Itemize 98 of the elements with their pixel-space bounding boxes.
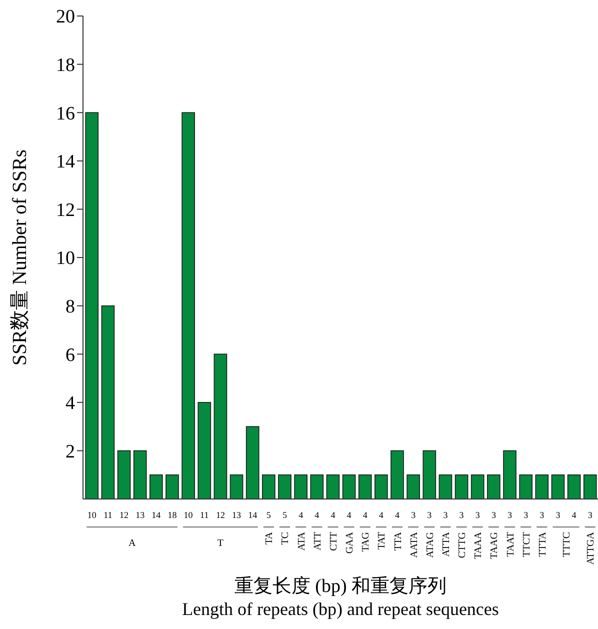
- bar: [422, 450, 436, 500]
- bar: [519, 474, 533, 500]
- text: T: [217, 538, 224, 549]
- bar: [310, 474, 324, 500]
- bar: [358, 474, 372, 500]
- bar: [438, 474, 452, 500]
- y-tick-label: 10: [56, 248, 75, 270]
- x-tick-label: 14: [248, 510, 258, 520]
- x-tick-label: 3: [443, 510, 448, 520]
- text: ATA: [296, 531, 308, 551]
- text: TTCT: [521, 532, 532, 557]
- x-tick-label: 4: [362, 510, 368, 520]
- text: ATTA: [440, 531, 452, 557]
- text: AATA: [408, 531, 420, 558]
- x-tick-label: 3: [411, 510, 416, 520]
- x-tick-label: 10: [184, 510, 194, 520]
- text: CTTG: [457, 532, 468, 558]
- text: TAG: [360, 532, 372, 552]
- bar: [262, 474, 276, 500]
- x-tick-label: 5: [266, 510, 272, 520]
- y-tick-label: 14: [56, 152, 76, 173]
- x-tick-label: 11: [104, 510, 112, 520]
- x-tick-label: 11: [200, 510, 209, 520]
- y-axis-title: SSR数量 Number of SSRs: [9, 149, 31, 366]
- bar: [567, 474, 581, 500]
- bar: [326, 474, 340, 500]
- bar: [85, 112, 99, 500]
- x-tick-label: 4: [298, 510, 304, 520]
- x-tick-label: 3: [491, 510, 496, 520]
- bar: [551, 474, 565, 500]
- bar: [133, 450, 147, 500]
- x-tick-label: 13: [136, 510, 146, 520]
- y-tick-label: 20: [56, 6, 75, 28]
- bar: [214, 354, 228, 500]
- x-tick-label: 3: [556, 510, 561, 520]
- text: TC: [280, 532, 292, 545]
- text: ATAG: [424, 532, 436, 558]
- x-tick-label: 5: [282, 510, 288, 520]
- bar: [198, 402, 212, 500]
- text: ATTGA: [586, 531, 597, 565]
- x-tick-label: 3: [508, 510, 513, 520]
- bar: [246, 426, 260, 500]
- bar: [454, 474, 468, 500]
- text: A: [128, 538, 136, 549]
- x-tick-label: 10: [87, 510, 97, 520]
- bar: [101, 305, 115, 500]
- x-tick-label: 18: [168, 510, 178, 520]
- text: TAT: [376, 532, 388, 550]
- text: GAA: [344, 531, 356, 554]
- x-tick-label: 12: [120, 510, 129, 520]
- text: TA: [264, 531, 276, 545]
- y-tick-label: 8: [66, 296, 75, 318]
- y-tick-label: 18: [56, 54, 75, 76]
- text: TAAT: [505, 532, 516, 557]
- bar: [166, 474, 179, 500]
- x-tick-label: 3: [427, 510, 432, 520]
- x-tick-label: 13: [232, 510, 242, 520]
- bar: [535, 474, 549, 500]
- x-tick-label: 4: [395, 510, 400, 520]
- bar: [390, 450, 404, 500]
- y-tick-label: 12: [56, 200, 75, 221]
- bar: [294, 474, 308, 500]
- bar: [470, 474, 484, 500]
- text: TTA: [392, 531, 404, 551]
- x-tick-label: 3: [475, 510, 480, 520]
- bar: [182, 112, 195, 500]
- y-tick-label: 16: [56, 103, 75, 124]
- bar: [230, 474, 244, 500]
- x-tick-label: 4: [572, 510, 577, 520]
- bar: [374, 474, 388, 500]
- bar: [342, 474, 356, 500]
- text: ATT: [312, 532, 324, 550]
- x-tick-label: 14: [152, 510, 162, 520]
- x-tick-label: 4: [314, 510, 320, 520]
- x-tick-label: 3: [540, 510, 545, 520]
- text: TAAG: [489, 532, 500, 559]
- x-tick-label: 4: [330, 510, 336, 520]
- x-tick-label: 3: [524, 510, 529, 520]
- x-tick-label: 4: [346, 510, 352, 520]
- y-tick-label: 4: [66, 393, 76, 414]
- text: TAAA: [473, 531, 484, 559]
- x-axis-title: 重复长度 (bp) 和重复序列 Length of repeats (bp) and repeat sequences: [182, 575, 499, 619]
- x-tick-label: 12: [216, 510, 225, 520]
- y-tick-label: 2: [66, 441, 75, 462]
- bar: [487, 474, 500, 500]
- text: TTTA: [537, 531, 548, 557]
- bar: [503, 450, 516, 500]
- x-tick-label: 3: [588, 510, 593, 520]
- bar: [583, 474, 597, 500]
- bar: [149, 474, 163, 500]
- bar: [278, 474, 292, 500]
- y-tick-label: 6: [66, 344, 75, 366]
- bar: [406, 474, 420, 500]
- x-tick-label: 3: [459, 510, 464, 520]
- text: TTTC: [562, 532, 573, 557]
- bar: [117, 450, 131, 500]
- x-tick-label: 4: [378, 510, 384, 520]
- text: CTT: [328, 532, 340, 551]
